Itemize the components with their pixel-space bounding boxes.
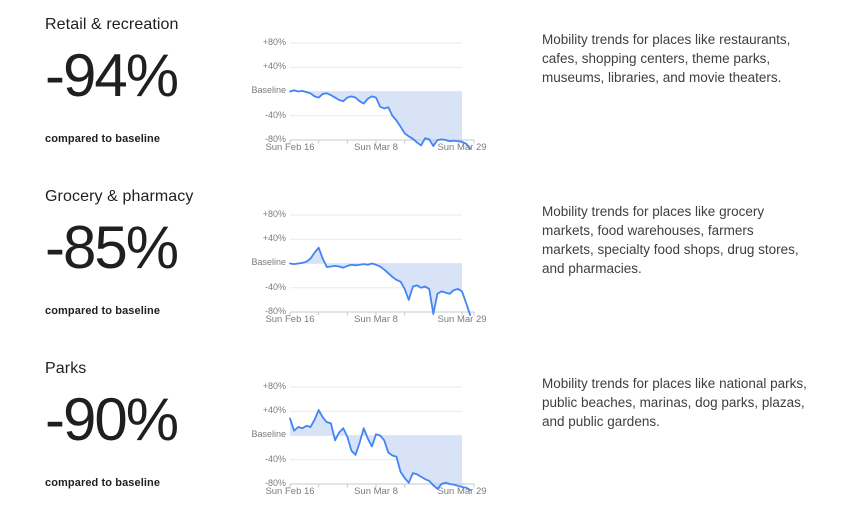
- y-axis-label: +40%: [262, 405, 286, 415]
- y-axis-label: -80%: [264, 134, 286, 144]
- description-line: public beaches, marinas, dog parks, plaz…: [542, 395, 805, 410]
- x-axis-label: Sun Feb 16: [265, 314, 315, 325]
- description-line: Mobility trends for places like restaura…: [542, 32, 791, 47]
- y-axis-label: +80%: [262, 37, 286, 47]
- percent-change-value: -90%: [45, 386, 179, 453]
- description-line: markets, specialty food shops, drug stor…: [542, 242, 799, 257]
- x-axis-label: Sun Mar 8: [354, 142, 398, 153]
- baseline-caption: compared to baseline: [45, 305, 161, 317]
- y-axis-label: -40%: [264, 110, 286, 120]
- description-line: markets, food warehouses, farmers: [542, 223, 754, 238]
- baseline-caption: compared to baseline: [45, 133, 161, 145]
- x-axis-label: Sun Mar 29: [437, 314, 487, 325]
- line-chart: [289, 42, 475, 150]
- y-axis-label: +80%: [262, 381, 286, 391]
- category-title: Grocery & pharmacy: [45, 188, 194, 205]
- line-chart: [289, 386, 475, 491]
- trend-chart-parks: +80% +40% Baseline -40% -80% Sun Feb 16 …: [248, 381, 493, 510]
- y-axis-label: -40%: [264, 454, 286, 464]
- category-title: Parks: [45, 360, 87, 377]
- description-line: Mobility trends for places like national…: [542, 376, 807, 391]
- category-description: Mobility trends for places like national…: [542, 374, 850, 431]
- line-chart: [289, 214, 475, 316]
- y-axis-label: Baseline: [251, 429, 286, 439]
- y-axis-label: +80%: [262, 209, 286, 219]
- y-axis-label: Baseline: [251, 257, 286, 267]
- x-axis-label: Sun Mar 8: [354, 314, 398, 325]
- x-axis-label: Sun Mar 29: [437, 486, 487, 497]
- y-axis-label: +40%: [262, 233, 286, 243]
- description-line: and pharmacies.: [542, 261, 642, 276]
- trend-chart-retail: +80% +40% Baseline -40% -80% Sun Feb 16 …: [248, 37, 493, 168]
- y-axis-label: Baseline: [251, 85, 286, 95]
- baseline-caption: compared to baseline: [45, 477, 161, 489]
- x-axis-label: Sun Mar 29: [437, 142, 487, 153]
- percent-change-value: -94%: [45, 42, 179, 109]
- y-axis-label: -80%: [264, 306, 286, 316]
- description-line: and public gardens.: [542, 414, 660, 429]
- section-grocery-pharmacy: Grocery & pharmacy -85% compared to base…: [45, 172, 850, 344]
- x-axis-label: Sun Feb 16: [265, 142, 315, 153]
- y-axis-label: -80%: [264, 478, 286, 488]
- x-axis-label: Sun Mar 8: [354, 486, 398, 497]
- category-title: Retail & recreation: [45, 16, 179, 33]
- trend-chart-grocery: +80% +40% Baseline -40% -80% Sun Feb 16 …: [248, 209, 493, 340]
- section-parks: Parks -90% compared to baseline +80% +40…: [45, 344, 850, 510]
- category-description: Mobility trends for places like restaura…: [542, 30, 850, 87]
- category-description: Mobility trends for places like grocery …: [542, 202, 850, 278]
- percent-change-value: -85%: [45, 214, 179, 281]
- section-retail-recreation: Retail & recreation -94% compared to bas…: [45, 0, 850, 172]
- description-line: cafes, shopping centers, theme parks,: [542, 51, 771, 66]
- description-line: Mobility trends for places like grocery: [542, 204, 765, 219]
- x-axis-label: Sun Feb 16: [265, 486, 315, 497]
- y-axis-label: -40%: [264, 282, 286, 292]
- y-axis-label: +40%: [262, 61, 286, 71]
- description-line: museums, libraries, and movie theaters.: [542, 70, 782, 85]
